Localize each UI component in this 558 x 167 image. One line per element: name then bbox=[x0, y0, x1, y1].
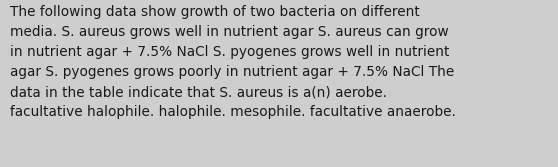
Text: The following data show growth of two bacteria on different
media. S. aureus gro: The following data show growth of two ba… bbox=[10, 5, 456, 119]
